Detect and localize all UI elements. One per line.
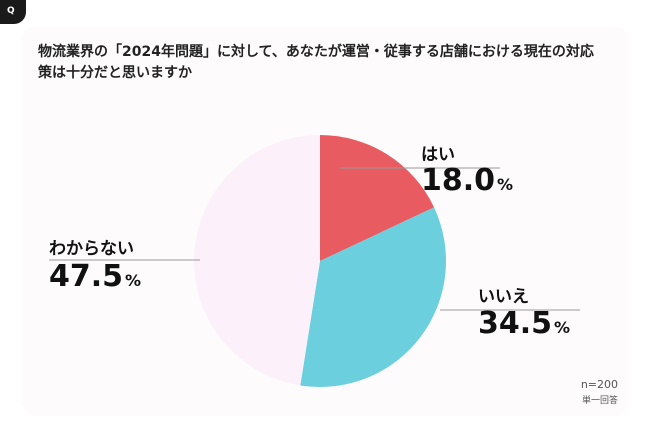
value-label-iie: 34.5% [478,306,570,341]
pie-slice-hai [320,135,435,261]
question-title: 物流業界の「2024年問題」に対して、あなたが運営・従事する店舗における現在の対… [38,44,594,81]
corner-tab: Q [0,0,26,24]
category-label-iie: いいえ [478,287,529,307]
pie-slice-wakaranai [193,135,320,386]
answer-type-note: 単一回答 [581,396,618,406]
value-label-hai: 18.0% [421,163,513,198]
category-label-hai: はい [421,145,455,165]
value-label-wakaranai: 47.5% [49,259,141,294]
category-label-wakaranai: わからない [49,239,134,259]
sample-size-note: n=200 [580,378,618,391]
search-icon: Q [7,6,15,16]
pie-slice-iie [300,207,447,387]
